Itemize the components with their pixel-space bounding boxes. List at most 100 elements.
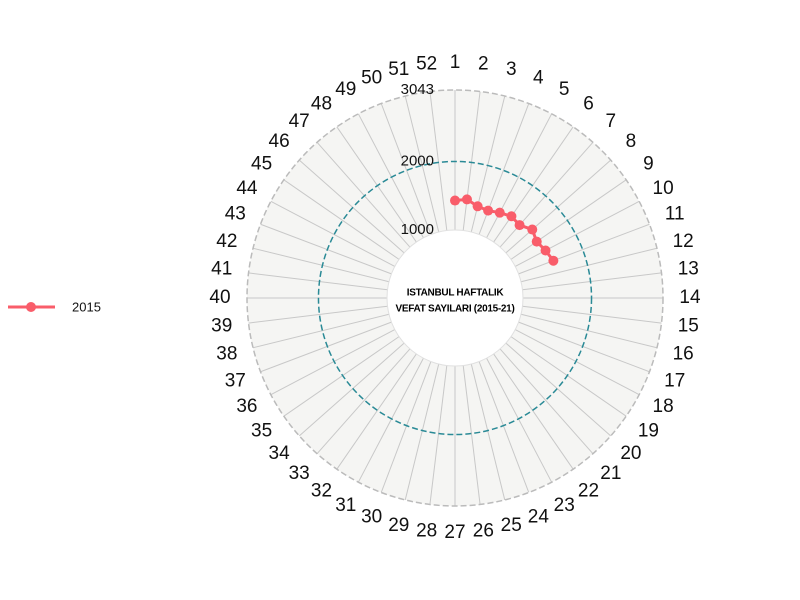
spoke (404, 95, 440, 233)
spoke (357, 113, 424, 239)
category-label: 45 (251, 154, 272, 175)
category-label: 21 (600, 463, 621, 484)
category-label: 32 (311, 480, 332, 501)
spoke (336, 126, 417, 243)
spoke (510, 336, 627, 417)
category-label: 49 (335, 79, 356, 100)
category-label: 33 (289, 463, 310, 484)
spoke (486, 357, 553, 483)
spoke (470, 363, 506, 501)
series-point (472, 201, 483, 212)
spoke (462, 365, 481, 505)
grid-circle (317, 160, 593, 436)
legend-marker (26, 302, 36, 312)
category-label: 25 (501, 515, 522, 536)
category-label: 14 (679, 287, 701, 308)
category-label: 19 (638, 421, 659, 442)
series-point (514, 220, 525, 231)
category-label: 24 (528, 507, 550, 528)
spoke (429, 91, 448, 231)
category-label: 38 (216, 343, 237, 364)
spoke (357, 357, 424, 483)
y-tick-label: 3043 (401, 81, 434, 98)
category-label: 34 (269, 443, 291, 464)
spoke (380, 361, 432, 493)
category-label: 13 (678, 259, 699, 280)
spoke (478, 361, 530, 493)
category-label: 20 (620, 443, 641, 464)
category-label: 2 (478, 54, 489, 75)
series-point (450, 195, 460, 206)
category-label: 39 (211, 315, 232, 336)
category-label: 41 (211, 259, 232, 280)
series-point (531, 236, 542, 247)
spoke (520, 313, 658, 349)
spoke (510, 179, 627, 260)
spoke (499, 348, 594, 455)
category-label: 27 (444, 522, 465, 543)
y-tick-label: 2000 (401, 152, 434, 169)
spoke (252, 247, 390, 283)
category-label: 29 (388, 515, 409, 536)
spoke (499, 141, 594, 248)
category-label: 52 (416, 54, 437, 75)
spoke (298, 342, 405, 437)
category-label: 16 (673, 343, 694, 364)
series-point (506, 211, 517, 222)
category-label: 1 (450, 52, 461, 73)
category-label: 12 (673, 231, 694, 252)
spoke (522, 305, 662, 324)
category-label: 44 (236, 178, 258, 199)
category-label: 18 (653, 396, 674, 417)
category-label: 23 (554, 495, 575, 516)
spoke (316, 141, 411, 248)
category-label: 50 (361, 67, 382, 88)
spoke (520, 247, 658, 283)
category-label: 40 (209, 287, 230, 308)
category-label: 30 (361, 507, 382, 528)
series-point (540, 245, 551, 256)
category-label: 3 (506, 59, 517, 80)
category-label: 10 (653, 178, 674, 199)
spoke (380, 103, 432, 235)
category-label: 37 (225, 370, 246, 391)
category-label: 22 (578, 480, 599, 501)
spoke (404, 363, 440, 501)
category-label: 48 (311, 94, 332, 115)
category-label: 43 (225, 204, 246, 225)
category-label: 5 (559, 79, 570, 100)
inner-hole (387, 230, 523, 366)
category-label: 51 (388, 59, 409, 80)
spoke (429, 365, 448, 505)
spoke (505, 342, 612, 437)
spoke (260, 321, 392, 373)
spoke (514, 200, 640, 267)
spoke (522, 272, 662, 291)
category-label: 31 (335, 495, 356, 516)
category-label: 8 (626, 131, 637, 152)
category-label: 42 (216, 231, 237, 252)
category-label: 47 (289, 111, 310, 132)
chart-title: ISTANBUL HAFTALIK (407, 288, 505, 299)
chart-title: VEFAT SAYILARI (2015-21) (396, 304, 515, 315)
spoke (493, 126, 574, 243)
category-label: 17 (664, 370, 685, 391)
spoke (462, 91, 481, 231)
spoke (248, 305, 388, 324)
category-label: 26 (473, 520, 494, 541)
series-point (483, 205, 494, 216)
spoke (316, 348, 411, 455)
spoke (514, 329, 640, 396)
category-label: 11 (665, 204, 685, 225)
spoke (283, 336, 400, 417)
spoke (493, 353, 574, 470)
grid-circle (386, 229, 524, 367)
spoke (252, 313, 390, 349)
spoke (270, 329, 396, 396)
category-label: 9 (643, 154, 654, 175)
spoke (270, 200, 396, 267)
category-label: 46 (269, 131, 290, 152)
spoke (336, 353, 417, 470)
spoke (248, 272, 388, 291)
